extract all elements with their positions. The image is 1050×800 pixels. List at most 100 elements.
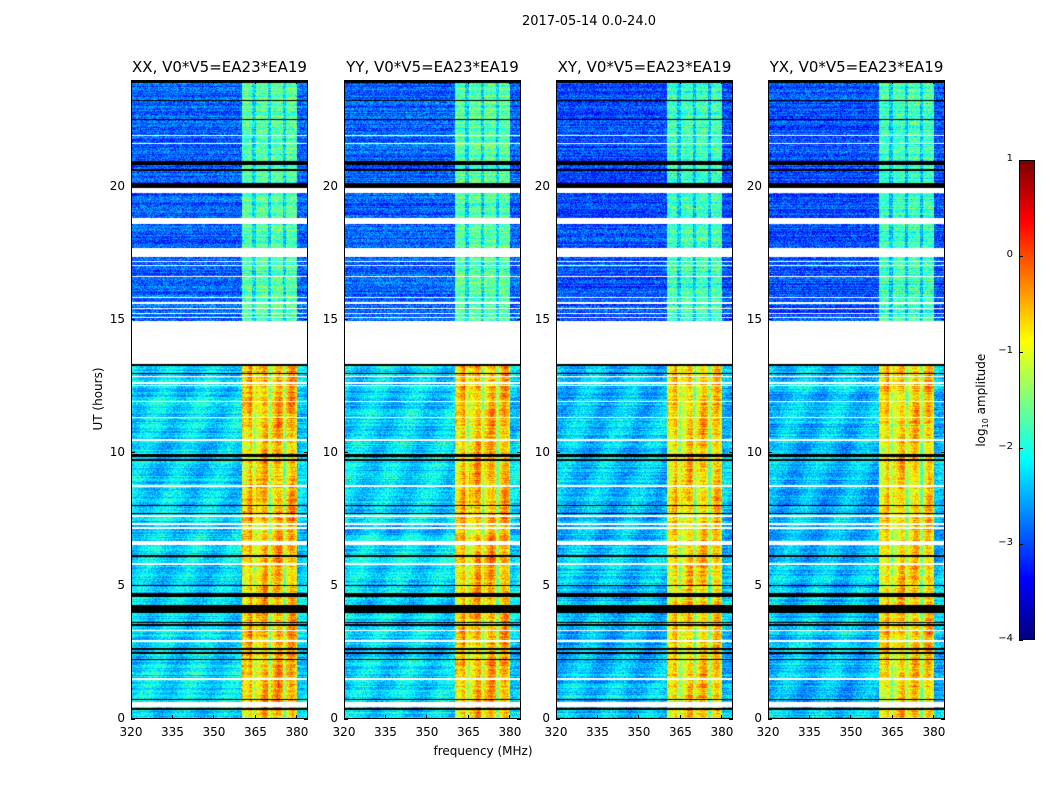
x-tick-label: 350	[627, 725, 651, 739]
x-tick	[850, 80, 852, 84]
y-tick	[556, 319, 560, 321]
x-tick	[296, 715, 298, 719]
x-tick	[850, 715, 852, 719]
x-tick-label: 335	[586, 725, 609, 739]
y-tick-label: 0	[117, 711, 125, 725]
panel-title: XX, V0*V5=EA23*EA19	[132, 58, 307, 76]
y-tick-label: 15	[109, 311, 125, 326]
x-tick-label: 335	[798, 725, 821, 739]
y-tick	[517, 718, 521, 720]
colorbar-tick	[1019, 255, 1023, 257]
y-tick	[131, 718, 135, 720]
colorbar-tick-label: −2	[998, 441, 1013, 452]
x-tick	[555, 80, 557, 84]
y-tick	[729, 186, 733, 187]
y-tick	[344, 186, 348, 187]
y-tick	[941, 585, 945, 587]
x-tick	[213, 715, 215, 719]
x-tick	[130, 80, 132, 84]
x-tick	[426, 715, 428, 719]
y-tick-label: 5	[117, 577, 125, 592]
x-tick	[343, 80, 345, 84]
spectrogram-panel-3: YX, V0*V5=EA23*EA19 0 5 10 15 20 320 335 350 365 3…	[747, 58, 946, 739]
y-tick	[517, 186, 521, 187]
x-tick	[467, 80, 469, 84]
x-tick	[254, 80, 256, 84]
y-tick	[131, 319, 135, 321]
y-tick-label: 15	[322, 311, 338, 326]
x-tick-label: 320	[332, 725, 356, 739]
x-tick	[296, 80, 298, 84]
x-axis-label: frequency (MHz)	[433, 744, 533, 758]
panel-title: XY, V0*V5=EA23*EA19	[557, 58, 732, 76]
y-tick	[304, 718, 308, 720]
x-tick-label: 380	[922, 725, 946, 739]
x-tick	[891, 80, 893, 84]
x-tick-label: 320	[756, 725, 780, 739]
colorbar-tick	[1019, 447, 1023, 449]
y-tick	[556, 186, 560, 187]
x-tick-label: 350	[202, 725, 226, 739]
x-tick	[509, 715, 511, 719]
x-tick-label: 365	[669, 725, 692, 739]
y-tick	[131, 186, 135, 187]
y-tick-label: 10	[534, 444, 550, 459]
x-tick	[933, 715, 935, 719]
y-tick	[344, 718, 348, 720]
y-axis-label: UT (hours)	[91, 367, 105, 431]
y-tick	[556, 452, 560, 454]
y-tick-label: 20	[109, 178, 125, 193]
y-tick	[941, 718, 945, 720]
x-tick	[171, 80, 173, 84]
x-tick	[596, 715, 598, 719]
y-tick-label: 10	[746, 444, 762, 459]
y-tick	[729, 319, 733, 321]
y-tick-label: 20	[322, 178, 338, 193]
colorbar-tick-label: −3	[998, 537, 1013, 548]
y-tick	[941, 186, 945, 187]
x-tick-label: 380	[498, 725, 522, 739]
x-tick	[933, 80, 935, 84]
y-tick-label: 0	[542, 711, 550, 725]
y-tick	[517, 319, 521, 321]
y-tick	[941, 452, 945, 454]
figure-title: 2017-05-14 0.0-24.0	[522, 14, 656, 29]
x-tick	[721, 80, 723, 84]
y-tick	[517, 452, 521, 454]
x-tick	[596, 80, 598, 84]
y-tick-label: 10	[109, 444, 125, 459]
x-tick	[808, 80, 810, 84]
spectrogram-panel-2: XY, V0*V5=EA23*EA19 0 5 10 15 20 320 335 350 365 3…	[535, 58, 734, 739]
y-tick	[344, 319, 348, 321]
y-tick	[344, 585, 348, 587]
x-tick	[638, 715, 640, 719]
y-tick	[131, 585, 135, 587]
x-tick-label: 365	[244, 725, 267, 739]
colorbar-tick-label: −4	[998, 633, 1013, 644]
panel-title: YX, V0*V5=EA23*EA19	[769, 58, 944, 76]
y-tick	[768, 718, 772, 720]
x-tick	[426, 80, 428, 84]
x-tick	[467, 715, 469, 719]
x-tick	[130, 715, 132, 719]
colorbar-tick	[1019, 351, 1023, 353]
x-tick-label: 320	[119, 725, 143, 739]
x-tick	[767, 80, 769, 84]
x-tick	[213, 80, 215, 84]
y-tick-label: 15	[534, 311, 550, 326]
y-tick	[304, 319, 308, 321]
x-tick-label: 335	[374, 725, 397, 739]
y-tick	[304, 452, 308, 454]
y-tick-label: 20	[746, 178, 762, 193]
x-tick	[171, 715, 173, 719]
y-tick	[556, 585, 560, 587]
y-tick	[304, 186, 308, 187]
y-tick	[131, 452, 135, 454]
spectrogram-panel-1: YY, V0*V5=EA23*EA19 0 5 10 15 20 320 335 350 365 3…	[323, 58, 522, 739]
spectrogram-panel-0: XX, V0*V5=EA23*EA19 0 5 10 15 20 320 335 350 365 3…	[110, 58, 309, 739]
x-tick	[384, 715, 386, 719]
x-tick	[509, 80, 511, 84]
x-tick	[384, 80, 386, 84]
y-tick	[556, 718, 560, 720]
y-tick-label: 5	[754, 577, 762, 592]
